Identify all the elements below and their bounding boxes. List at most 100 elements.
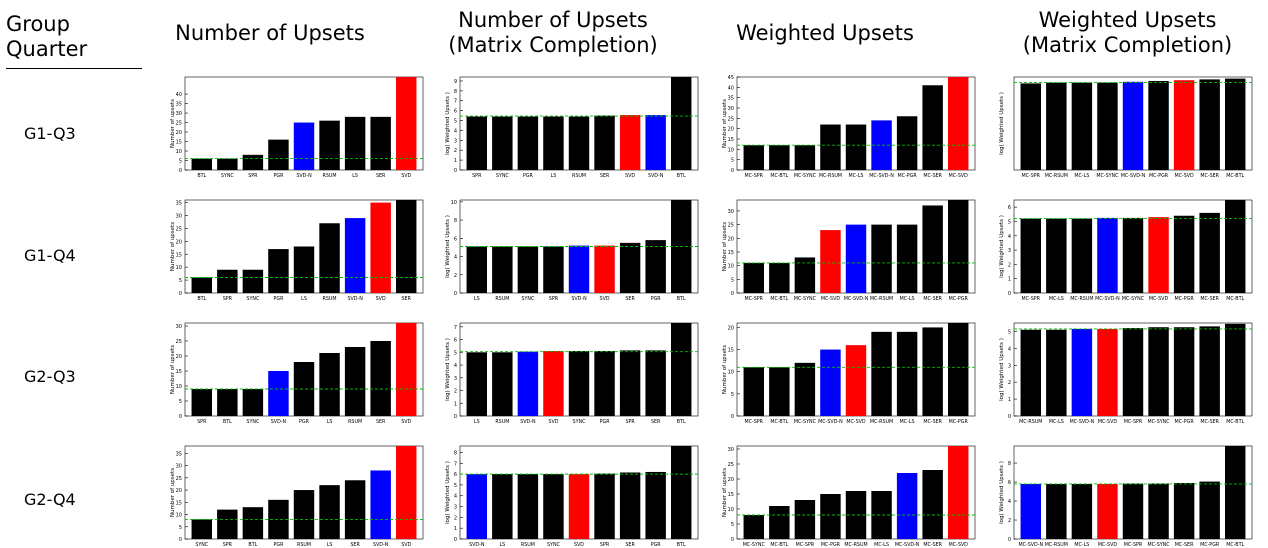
y-tick-label: 10 — [728, 370, 734, 376]
y-tick-label: 20 — [728, 127, 734, 133]
bar-mc-svd-n — [820, 349, 841, 416]
bar-mc-rsum — [1046, 82, 1067, 170]
y-tick-label: 20 — [176, 239, 182, 245]
x-tick-label: RSUM — [323, 173, 337, 179]
y-tick-label: 8 — [454, 218, 457, 224]
y-tick-label: 3 — [454, 138, 457, 144]
bar-rsum — [319, 223, 340, 293]
y-axis-label: Number of upsets — [722, 99, 728, 148]
x-tick-label: SYNC — [221, 173, 235, 179]
x-tick-label: BTL — [197, 173, 206, 179]
bar-mc-svd — [948, 77, 969, 170]
x-tick-label: SPR — [625, 419, 635, 425]
bar-ls — [344, 116, 366, 170]
bar-svd — [396, 323, 417, 416]
x-tick-label: SYNC — [246, 419, 260, 425]
bar-ls — [466, 246, 487, 293]
y-axis-label: log( Weighted Upsets ) — [999, 461, 1005, 524]
y-tick-label: 6 — [454, 338, 457, 344]
bar-spr — [619, 350, 641, 416]
bar-pgr — [293, 362, 315, 416]
y-tick-label: 5 — [731, 522, 734, 528]
bar-mc-btl — [1225, 78, 1246, 170]
x-tick-label: SER — [402, 296, 412, 302]
x-tick-label: MC-BTL — [1226, 173, 1244, 179]
bar-mc-spr — [1122, 328, 1144, 416]
x-tick-label: MC-SVD-N — [1070, 419, 1095, 425]
y-tick-label: 0 — [454, 291, 457, 297]
bar-mc-btl — [769, 145, 790, 170]
chart-4-1: 0 5 10 15 20 25 30 35 Number of upsets SYNC SPR BTL… — [170, 445, 424, 548]
y-tick-label: 20 — [728, 477, 734, 483]
x-tick-label: MC-SVD — [821, 296, 841, 302]
bar-mc-pgr — [1173, 215, 1195, 293]
x-tick-label: MC-SER — [923, 419, 942, 425]
bar-mc-sync — [1148, 483, 1169, 539]
bar-spr — [191, 389, 212, 416]
bar-mc-ser — [1199, 212, 1220, 293]
x-tick-label: SVD — [401, 419, 411, 425]
y-tick-label: 2 — [454, 273, 457, 279]
bar-mc-svd-n — [1097, 217, 1118, 293]
bar-mc-sync — [794, 362, 816, 416]
chart-3-1: 0 5 10 15 20 25 30 Number of upsets SPR BTL SYNC SV… — [170, 322, 424, 425]
y-axis-label: log( Weighted Upsets ) — [445, 92, 451, 155]
bar-svd — [396, 446, 417, 539]
x-tick-label: SER — [625, 296, 635, 302]
x-tick-label: MC-SYNC — [743, 542, 766, 548]
bar-mc-pgr — [896, 116, 918, 170]
x-tick-label: MC-SVD-N — [1121, 173, 1146, 179]
bar-pgr — [517, 116, 539, 170]
column-header-2: Number of Upsets (Matrix Completion) — [418, 8, 688, 58]
column-header-4: Weighted Upsets (Matrix Completion) — [990, 8, 1265, 58]
y-tick-label: 35 — [728, 96, 734, 102]
bar-mc-ls — [1071, 483, 1093, 539]
y-tick-label: 25 — [728, 116, 734, 122]
x-tick-label: MC-RSUM — [1045, 173, 1068, 179]
bar-mc-spr — [743, 262, 764, 293]
x-tick-label: MC-SYNC — [794, 296, 817, 302]
bar-ser — [619, 472, 641, 539]
y-tick-label: 30 — [176, 324, 182, 330]
x-tick-label: MC-LS — [1074, 173, 1089, 179]
x-tick-label: MC-SER — [1200, 296, 1219, 302]
x-tick-label: SPR — [223, 296, 233, 302]
y-tick-label: 4 — [454, 128, 457, 134]
y-axis-label: log( Weighted Upsets ) — [445, 338, 451, 401]
bar-mc-svd — [845, 345, 867, 416]
x-tick-label: MC-SVD — [1098, 419, 1118, 425]
y-tick-label: 35 — [176, 451, 182, 457]
y-tick-label: 0 — [179, 168, 182, 174]
y-tick-label: 0 — [731, 291, 734, 297]
y-tick-label: 5 — [454, 350, 457, 356]
bar-rsum — [517, 474, 539, 539]
x-tick-label: SYNC — [246, 296, 260, 302]
x-tick-label: MC-SYNC — [1147, 542, 1170, 548]
bar-mc-pgr — [948, 323, 969, 416]
bar-btl — [191, 277, 212, 293]
bar-mc-svd — [1097, 483, 1118, 539]
x-tick-label: MC-SER — [1175, 542, 1194, 548]
x-tick-label: MC-SVD-N — [895, 542, 920, 548]
y-tick-label: 2 — [454, 148, 457, 154]
x-tick-label: BTL — [197, 296, 206, 302]
y-tick-label: 30 — [728, 447, 734, 453]
x-tick-label: LS — [474, 419, 480, 425]
x-tick-label: SER — [625, 542, 635, 548]
x-tick-label: MC-PGR — [1149, 173, 1169, 179]
bar-ser — [344, 480, 366, 539]
row-label-g1-q3: G1-Q3 — [24, 124, 76, 143]
column-header-4-line1: Weighted Upsets — [1038, 8, 1217, 32]
x-tick-label: SER — [350, 542, 360, 548]
bar-mc-ser — [922, 470, 943, 539]
y-tick-label: 45 — [728, 75, 734, 81]
x-tick-label: MC-BTL — [1226, 296, 1244, 302]
x-tick-label: MC-LS — [900, 296, 915, 302]
bar-ser — [594, 115, 615, 170]
y-tick-label: 15 — [728, 348, 734, 354]
x-tick-label: MC-SER — [923, 296, 942, 302]
x-tick-label: MC-LS — [900, 419, 915, 425]
bar-svd — [543, 351, 564, 416]
x-tick-label: BTL — [677, 419, 686, 425]
bar-svd-n — [370, 470, 391, 539]
